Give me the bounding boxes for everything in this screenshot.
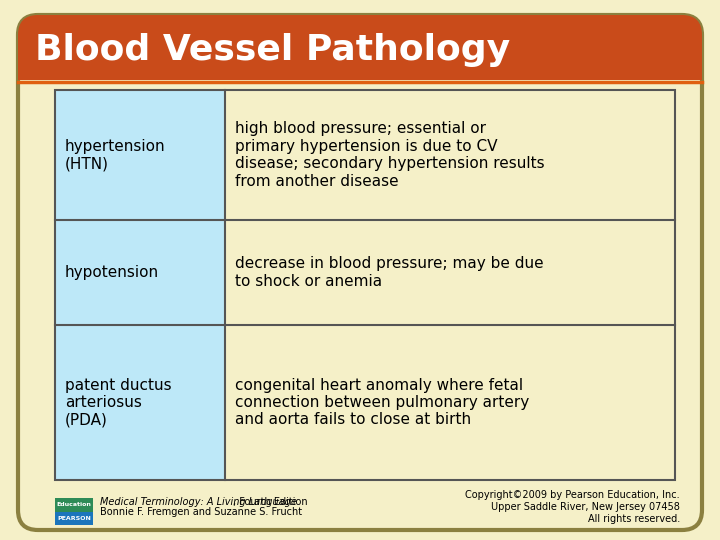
Bar: [55, 90, 675, 480]
Bar: [55, 498, 93, 512]
Bar: [18, 55, 702, 80]
Text: hypotension: hypotension: [65, 265, 159, 280]
Text: Medical Terminology: A Living Language: Medical Terminology: A Living Language: [100, 497, 297, 507]
Bar: [225, 220, 675, 325]
Bar: [225, 325, 675, 480]
Text: Blood Vessel Pathology: Blood Vessel Pathology: [35, 33, 510, 67]
Text: hypertension
(HTN): hypertension (HTN): [65, 139, 166, 171]
Bar: [55, 325, 225, 480]
Text: patent ductus
arteriosus
(PDA): patent ductus arteriosus (PDA): [65, 377, 171, 427]
Text: decrease in blood pressure; may be due
to shock or anemia: decrease in blood pressure; may be due t…: [235, 256, 544, 289]
Text: , Fourth Edition: , Fourth Edition: [233, 497, 307, 507]
Text: Bonnie F. Fremgen and Suzanne S. Frucht: Bonnie F. Fremgen and Suzanne S. Frucht: [100, 507, 302, 517]
Text: Education: Education: [57, 503, 91, 508]
FancyBboxPatch shape: [18, 15, 702, 80]
Text: Copyright©2009 by Pearson Education, Inc.
Upper Saddle River, New Jersey 07458
A: Copyright©2009 by Pearson Education, Inc…: [465, 490, 680, 524]
Bar: [55, 511, 93, 525]
FancyBboxPatch shape: [18, 15, 702, 530]
Bar: [225, 90, 675, 220]
Bar: [55, 90, 225, 220]
Bar: [55, 220, 225, 325]
Text: congenital heart anomaly where fetal
connection between pulmonary artery
and aor: congenital heart anomaly where fetal con…: [235, 377, 529, 427]
Text: PEARSON: PEARSON: [57, 516, 91, 521]
Text: high blood pressure; essential or
primary hypertension is due to CV
disease; sec: high blood pressure; essential or primar…: [235, 122, 544, 188]
